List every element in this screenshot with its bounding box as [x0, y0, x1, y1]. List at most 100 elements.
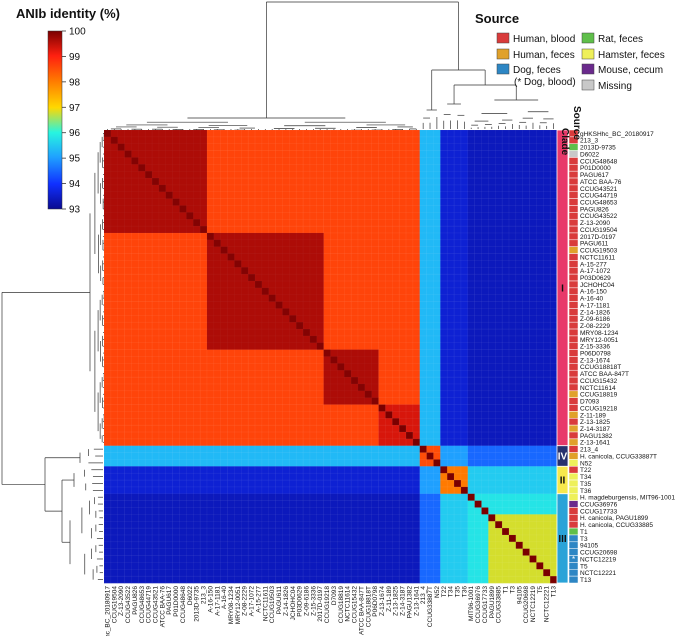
heatmap-cell	[110, 438, 119, 447]
heatmap-cell	[522, 253, 530, 261]
heatmap-cell	[529, 473, 537, 481]
heatmap-cell	[303, 390, 311, 398]
heatmap-cell	[529, 514, 537, 522]
heatmap-cell	[433, 226, 441, 234]
heatmap-cell	[282, 205, 290, 213]
heatmap-cell	[172, 548, 180, 556]
heatmap-cell	[529, 294, 537, 302]
heatmap-cell	[378, 219, 386, 227]
heatmap-cell	[440, 452, 448, 460]
heatmap-cell	[248, 569, 256, 577]
heatmap-cell	[303, 432, 311, 440]
heatmap-cell	[138, 239, 146, 247]
heatmap-cell	[522, 322, 530, 330]
heatmap-cell	[454, 452, 462, 460]
heatmap-cell	[179, 349, 187, 357]
heatmap-cell	[488, 219, 496, 227]
heatmap-cell	[419, 301, 427, 309]
heatmap-cell	[323, 562, 331, 570]
heatmap-cell	[344, 171, 352, 179]
heatmap-cell	[316, 178, 324, 186]
heatmap-cell	[337, 239, 345, 247]
heatmap-cell	[303, 363, 311, 371]
source-cell	[568, 569, 579, 577]
heatmap-cell	[543, 438, 551, 447]
heatmap-cell	[186, 322, 194, 330]
heatmap-cell	[536, 548, 544, 556]
heatmap-cell	[200, 239, 208, 247]
heatmap-cell	[454, 432, 462, 440]
heatmap-cell	[296, 191, 304, 199]
heatmap-cell	[550, 349, 558, 357]
heatmap-cell	[344, 459, 352, 467]
heatmap-cell	[330, 576, 338, 584]
heatmap-cell	[495, 390, 503, 398]
heatmap-cell	[474, 315, 482, 323]
heatmap-cell	[488, 308, 496, 316]
heatmap-cell	[364, 329, 372, 337]
heatmap-cell	[412, 253, 421, 261]
heatmap-cell	[248, 514, 256, 522]
heatmap-cell	[357, 260, 366, 268]
heatmap-cell	[289, 363, 297, 371]
heatmap-cell	[481, 466, 489, 474]
heatmap-cell	[515, 239, 523, 247]
heatmap-cell	[234, 130, 242, 138]
heatmap-cell	[289, 507, 297, 515]
heatmap-cell	[282, 198, 290, 206]
heatmap-cell	[241, 425, 249, 433]
heatmap-cell	[481, 534, 489, 543]
heatmap-cell	[296, 445, 304, 453]
heatmap-cell	[481, 157, 489, 165]
heatmap-cell	[364, 452, 372, 460]
heatmap-cell	[474, 528, 482, 536]
heatmap-cell	[344, 452, 352, 460]
heatmap-cell	[426, 397, 434, 405]
heatmap-cell	[474, 294, 482, 302]
heatmap-cell	[412, 260, 421, 268]
heatmap-cell	[371, 432, 379, 440]
heatmap-cell	[131, 232, 139, 241]
row-label: T35	[580, 481, 592, 488]
heatmap-cell	[248, 466, 256, 474]
heatmap-cell	[289, 191, 297, 199]
heatmap-cell	[158, 383, 167, 392]
heatmap-cell	[172, 493, 180, 501]
heatmap-cell	[515, 445, 523, 453]
heatmap-cell	[296, 418, 304, 426]
heatmap-cell	[460, 514, 469, 522]
heatmap-cell	[488, 253, 496, 261]
heatmap-cell	[412, 473, 421, 481]
heatmap-cell	[460, 329, 469, 337]
heatmap-cell	[440, 438, 448, 447]
heatmap-cell	[543, 130, 551, 138]
heatmap-cell	[309, 377, 318, 385]
heatmap-cell	[495, 528, 503, 536]
heatmap-cell	[158, 521, 167, 529]
heatmap-cell	[495, 397, 503, 405]
heatmap-cell	[467, 274, 475, 282]
source-cell	[568, 287, 579, 295]
heatmap-cell	[158, 370, 167, 378]
heatmap-cell	[206, 184, 215, 193]
heatmap-cell	[296, 349, 304, 357]
heatmap-cell	[364, 267, 372, 275]
heatmap-cell	[248, 507, 256, 515]
heatmap-cell	[172, 404, 180, 412]
heatmap-cell	[385, 432, 393, 440]
heatmap-cell	[282, 528, 290, 536]
heatmap-cell	[186, 500, 194, 508]
heatmap-cell	[337, 466, 345, 474]
heatmap-cell	[255, 466, 263, 474]
heatmap-cell	[282, 390, 290, 398]
heatmap-cell	[426, 528, 434, 536]
heatmap-cell	[467, 281, 475, 289]
heatmap-cell	[193, 383, 201, 392]
heatmap-cell	[200, 562, 208, 570]
heatmap-cell	[522, 315, 530, 323]
heatmap-cell	[426, 274, 434, 282]
heatmap-cell	[172, 411, 180, 419]
heatmap-cell	[419, 143, 427, 151]
heatmap-cell	[117, 390, 125, 398]
source-cell	[568, 239, 579, 247]
